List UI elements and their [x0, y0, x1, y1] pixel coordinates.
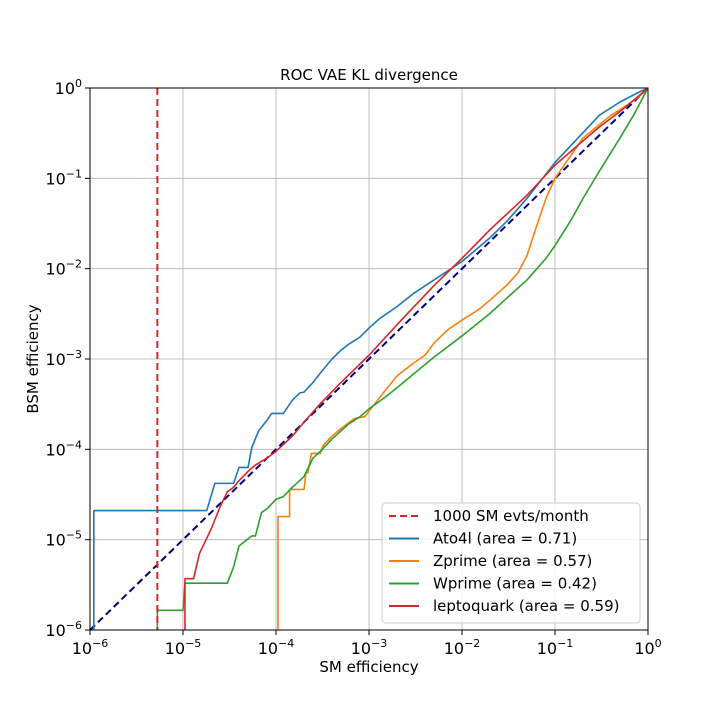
y-tick-label: 10−6 — [45, 619, 82, 640]
legend-label: leptoquark (area = 0.59) — [433, 597, 619, 615]
plot-area — [90, 88, 648, 630]
x-tick-label: 10−3 — [351, 637, 388, 658]
series-line-leptoquark — [184, 88, 648, 630]
y-tick-label: 10−2 — [45, 258, 82, 279]
legend: 1000 SM evts/month Ato4l (area = 0.71) Zpr… — [381, 502, 641, 624]
y-tick-label: 10−1 — [45, 167, 82, 188]
x-tick-label: 10−1 — [537, 637, 574, 658]
legend-label: Ato4l (area = 0.71) — [433, 530, 577, 548]
series-line-wprime — [156, 88, 648, 630]
chart-title: ROC VAE KL divergence — [280, 66, 458, 84]
x-tick-label: 10−4 — [258, 637, 295, 658]
x-tick-label: 10−6 — [72, 637, 109, 658]
y-tick-label: 100 — [55, 77, 82, 98]
legend-box — [381, 502, 641, 624]
diagonal-reference-line — [90, 88, 648, 630]
y-axis-label: BSM efficiency — [24, 304, 42, 413]
y-tick-label: 10−3 — [45, 348, 82, 369]
series-line-zprime — [277, 88, 648, 630]
x-tick-label: 100 — [634, 637, 661, 658]
y-tick-label: 10−4 — [45, 438, 82, 459]
legend-label: 1000 SM evts/month — [433, 507, 589, 525]
legend-label: Zprime (area = 0.57) — [433, 552, 592, 570]
x-tick-label: 10−5 — [165, 637, 202, 658]
series-line-ato4l — [93, 88, 648, 630]
x-tick-label: 10−2 — [444, 637, 481, 658]
x-axis-label: SM efficiency — [319, 658, 418, 676]
y-tick-label: 10−5 — [45, 529, 82, 550]
legend-label: Wprime (area = 0.42) — [433, 575, 597, 593]
axis-ticks: 10−6 10−5 10−4 10−3 10−2 10−1 100 10−6 10−5 10−4 1… — [45, 77, 661, 658]
